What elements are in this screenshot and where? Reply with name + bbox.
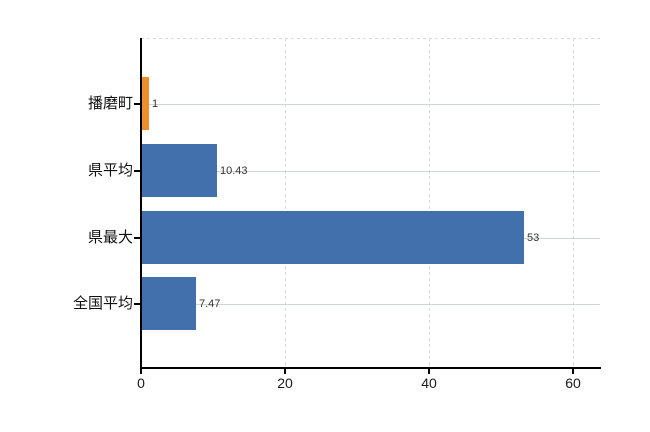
- category-label: 播磨町: [87, 95, 133, 112]
- x-axis-line: [140, 367, 601, 369]
- x-tick-label: 60: [565, 375, 581, 391]
- category-gridline: [142, 304, 600, 305]
- category-gridline: [142, 104, 600, 105]
- bar: [142, 277, 196, 330]
- y-axis-tick: [134, 303, 141, 305]
- category-label: 県最大: [87, 229, 133, 246]
- category-label: 県平均: [87, 162, 133, 179]
- x-gridline: [429, 38, 430, 368]
- x-axis-tick: [140, 368, 142, 374]
- bar-value-label: 10.43: [220, 165, 248, 177]
- bar-value-label: 7.47: [199, 298, 221, 310]
- x-tick-label: 40: [421, 375, 437, 391]
- x-axis-tick: [572, 368, 574, 374]
- y-axis-tick: [134, 103, 141, 105]
- bar: [142, 144, 217, 197]
- bar-value-label: 53: [527, 232, 540, 244]
- category-gridline: [142, 171, 600, 172]
- y-axis-tick: [134, 237, 141, 239]
- bar: [142, 211, 524, 264]
- bar: [142, 77, 149, 130]
- category-label: 全国平均: [72, 295, 133, 312]
- y-axis-line: [140, 38, 142, 370]
- x-axis-tick: [284, 368, 286, 374]
- x-tick-label: 20: [277, 375, 293, 391]
- x-gridline: [285, 38, 286, 368]
- x-axis-tick: [428, 368, 430, 374]
- x-gridline: [573, 38, 574, 368]
- y-axis-tick: [134, 170, 141, 172]
- bar-chart: 0 20 40 60 播磨町 1 県平均 10.43 県最大 53 全国平均 7.47: [40, 16, 650, 416]
- plot-top-border: [141, 38, 600, 39]
- x-tick-label: 0: [137, 375, 145, 391]
- bar-value-label: 1: [152, 98, 159, 110]
